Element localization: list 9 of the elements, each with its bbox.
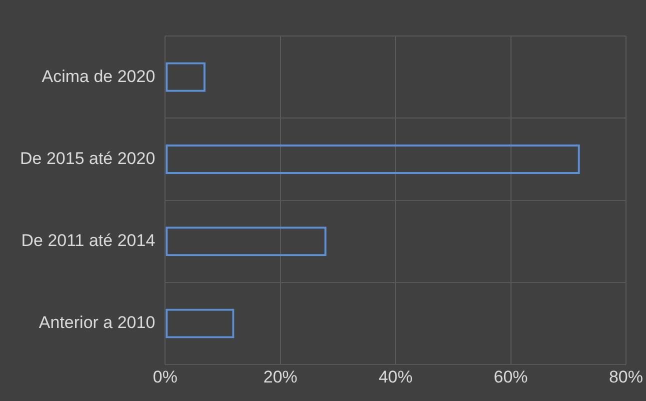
y-tick-label: Acima de 2020 (42, 66, 156, 86)
x-tick-label: 60% (494, 367, 528, 386)
y-tick-label: De 2011 até 2014 (21, 231, 156, 250)
x-tick-label: 80% (608, 367, 644, 386)
y-tick-label: De 2015 até 2020 (20, 148, 156, 168)
x-tick-label: 40% (378, 367, 413, 386)
x-tick-label: 0% (152, 367, 178, 386)
y-tick-label: Anterior a 2010 (38, 313, 156, 332)
x-tick-label: 20% (263, 367, 298, 386)
